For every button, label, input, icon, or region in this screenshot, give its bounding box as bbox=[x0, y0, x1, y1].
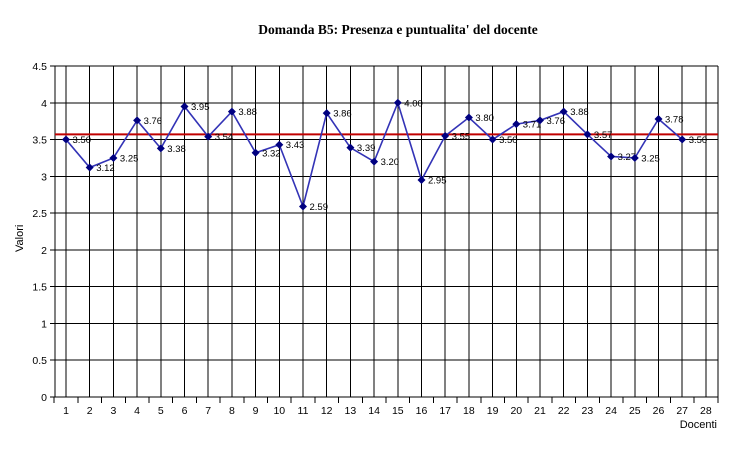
data-point-marker bbox=[370, 157, 379, 166]
data-point-marker bbox=[251, 148, 260, 157]
data-point-marker bbox=[85, 163, 94, 172]
data-point-label: 3.76 bbox=[144, 116, 163, 127]
x-tick-label: 8 bbox=[229, 405, 235, 417]
data-point-marker bbox=[393, 98, 402, 107]
x-tick-label: 4 bbox=[134, 405, 140, 417]
x-tick-label: 15 bbox=[392, 405, 404, 417]
y-tick-label: 4.5 bbox=[32, 61, 47, 73]
x-tick-label: 7 bbox=[205, 405, 211, 417]
data-point-marker bbox=[227, 107, 236, 116]
data-point-label: 3.25 bbox=[641, 153, 660, 164]
x-tick-label: 9 bbox=[253, 405, 259, 417]
data-point-label: 3.54 bbox=[215, 132, 234, 143]
x-tick-label: 22 bbox=[558, 405, 570, 417]
data-point-marker bbox=[464, 113, 473, 122]
x-tick-label: 28 bbox=[700, 405, 712, 417]
data-point-label: 3.27 bbox=[618, 152, 637, 163]
x-tick-label: 5 bbox=[158, 405, 164, 417]
data-point-label: 3.38 bbox=[167, 144, 186, 155]
data-point-marker bbox=[488, 135, 497, 144]
data-point-marker bbox=[275, 140, 284, 149]
data-point-label: 3.80 bbox=[475, 113, 494, 124]
y-tick-label: 4 bbox=[41, 98, 47, 110]
y-tick-label: 3 bbox=[41, 171, 47, 183]
data-point-marker bbox=[346, 143, 355, 152]
y-tick-label: 2 bbox=[41, 245, 47, 257]
data-point-marker bbox=[512, 120, 521, 129]
data-point-marker bbox=[417, 176, 426, 185]
data-point-label: 3.71 bbox=[523, 120, 542, 131]
x-tick-label: 19 bbox=[487, 405, 499, 417]
y-tick-label: 3.5 bbox=[32, 135, 47, 147]
data-point-marker bbox=[204, 132, 213, 141]
x-axis-title: Docenti bbox=[679, 419, 717, 431]
data-point-label: 3.88 bbox=[238, 107, 257, 118]
data-point-label: 3.76 bbox=[547, 116, 566, 127]
data-point-marker bbox=[322, 109, 331, 118]
y-tick-label: 1 bbox=[41, 318, 47, 330]
x-tick-label: 3 bbox=[110, 405, 116, 417]
y-tick-label: 2.5 bbox=[32, 208, 47, 220]
data-point-marker bbox=[630, 153, 639, 162]
data-point-marker bbox=[62, 135, 70, 144]
x-tick-label: 16 bbox=[416, 405, 428, 417]
data-point-label: 3.86 bbox=[333, 109, 352, 120]
data-point-label: 2.95 bbox=[428, 176, 447, 187]
y-tick-label: 1.5 bbox=[32, 282, 47, 294]
x-tick-label: 20 bbox=[510, 405, 522, 417]
data-point-label: 3.50 bbox=[499, 135, 517, 146]
x-tick-label: 26 bbox=[653, 405, 665, 417]
data-point-label: 3.88 bbox=[570, 107, 589, 118]
x-tick-label: 14 bbox=[368, 405, 380, 417]
data-point-label: 3.50 bbox=[689, 135, 708, 146]
x-tick-label: 24 bbox=[605, 405, 617, 417]
data-point-marker bbox=[678, 135, 687, 144]
data-point-label: 3.25 bbox=[120, 153, 138, 164]
y-tick-label: 0 bbox=[41, 392, 47, 404]
data-point-label: 3.20 bbox=[381, 157, 400, 168]
x-tick-label: 25 bbox=[629, 405, 641, 417]
data-point-marker bbox=[654, 114, 663, 123]
data-point-label: 3.95 bbox=[191, 102, 210, 113]
x-tick-label: 17 bbox=[439, 405, 451, 417]
data-point-marker bbox=[441, 131, 450, 140]
data-point-marker bbox=[607, 152, 616, 161]
data-point-label: 3.12 bbox=[96, 163, 115, 174]
data-point-label: 3.32 bbox=[262, 148, 281, 159]
x-tick-label: 18 bbox=[463, 405, 475, 417]
x-tick-label: 13 bbox=[345, 405, 357, 417]
data-point-marker bbox=[299, 202, 307, 211]
x-tick-label: 27 bbox=[676, 405, 688, 417]
data-point-marker bbox=[109, 153, 118, 162]
y-tick-label: 0.5 bbox=[32, 355, 47, 367]
data-point-marker bbox=[559, 107, 568, 116]
chart-title: Domanda B5: Presenza e puntualita' del d… bbox=[258, 22, 538, 37]
x-tick-label: 12 bbox=[321, 405, 333, 417]
data-point-marker bbox=[583, 130, 592, 139]
x-tick-label: 21 bbox=[534, 405, 546, 417]
data-point-label: 3.39 bbox=[357, 143, 376, 154]
x-tick-label: 2 bbox=[87, 405, 93, 417]
data-point-marker bbox=[536, 116, 544, 125]
data-point-marker bbox=[133, 116, 142, 125]
data-point-marker bbox=[180, 102, 189, 111]
data-point-marker bbox=[156, 144, 165, 153]
x-tick-label: 1 bbox=[63, 405, 69, 417]
data-point-label: 3.78 bbox=[665, 114, 684, 125]
x-tick-label: 6 bbox=[182, 405, 188, 417]
data-point-label: 3.55 bbox=[452, 131, 471, 142]
data-point-label: 4.00 bbox=[404, 98, 423, 109]
x-tick-label: 23 bbox=[582, 405, 594, 417]
data-point-label: 3.43 bbox=[286, 140, 305, 151]
data-point-label: 3.50 bbox=[73, 135, 92, 146]
data-point-label: 2.59 bbox=[310, 202, 329, 213]
data-point-label: 3.57 bbox=[594, 130, 613, 141]
x-tick-label: 10 bbox=[273, 405, 285, 417]
x-tick-label: 11 bbox=[298, 405, 309, 417]
